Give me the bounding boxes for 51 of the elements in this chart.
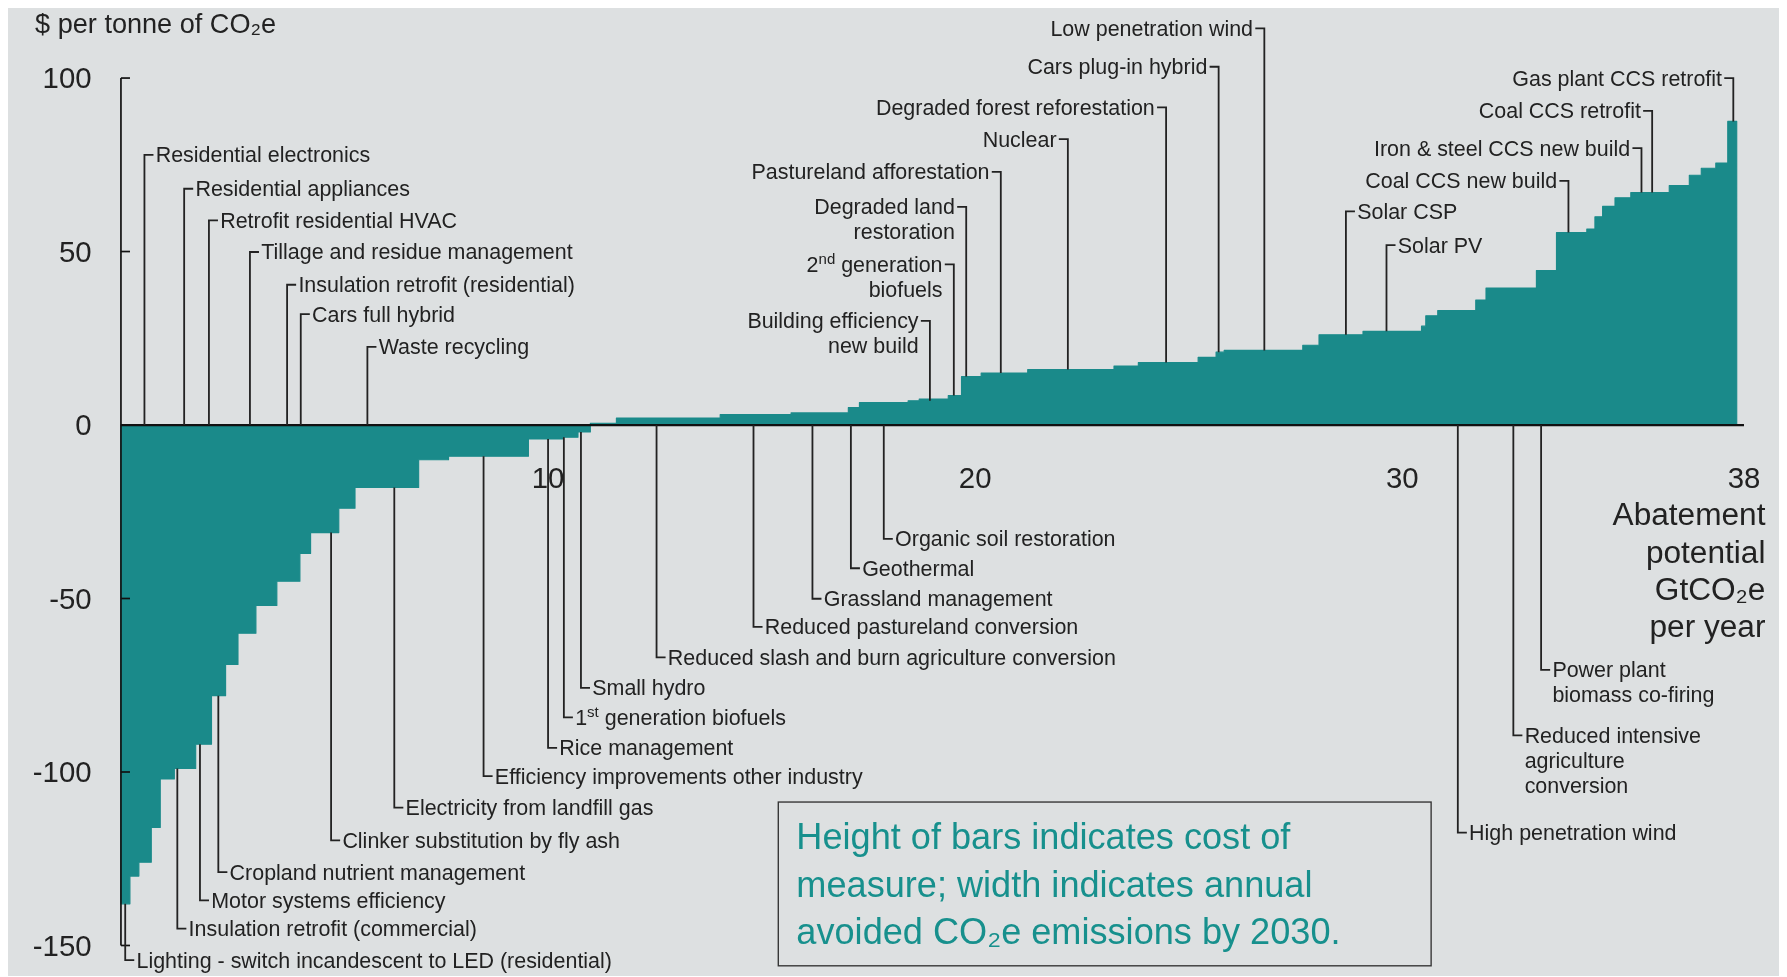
annotation: Coal CCS retrofit bbox=[1478, 99, 1641, 124]
annotation: Pastureland afforestation bbox=[751, 160, 990, 185]
x-tick-label: 38 bbox=[1727, 461, 1761, 495]
y-tick-label: -150 bbox=[32, 928, 92, 962]
annotation: Reduced intensive agriculture conversion bbox=[1524, 723, 1702, 798]
y-tick-label: 100 bbox=[42, 61, 92, 95]
y-tick-label: -100 bbox=[32, 755, 92, 789]
annotation: Residential appliances bbox=[195, 177, 410, 202]
annotation: Coal CCS new build bbox=[1365, 169, 1558, 194]
annotation: Retrofit residential HVAC bbox=[220, 208, 457, 233]
annotation: Efficiency improvements other industry bbox=[494, 764, 863, 789]
annotation: Degraded land restoration bbox=[814, 195, 955, 245]
annotation: Degraded forest reforestation bbox=[875, 95, 1155, 120]
annotation: Insulation retrofit (residential) bbox=[298, 273, 575, 298]
y-axis-title: $ per tonne of CO₂e bbox=[35, 7, 277, 39]
annotation: Solar CSP bbox=[1357, 199, 1458, 224]
x-tick-label: 20 bbox=[958, 461, 992, 495]
annotation: Grassland management bbox=[823, 587, 1053, 612]
annotation: Cars full hybrid bbox=[312, 302, 456, 327]
annotation: Reduced slash and burn agriculture conversion bbox=[667, 645, 1116, 670]
annotation: Solar PV bbox=[1397, 233, 1484, 258]
annotation: Reduced pastureland conversion bbox=[764, 615, 1079, 640]
x-axis-title: Abatement potential GtCO₂e per year bbox=[1612, 496, 1766, 645]
annotation: Lighting - switch incandescent to LED (residential) bbox=[136, 948, 612, 973]
annotation: Low penetration wind bbox=[1050, 16, 1254, 41]
annotation: Height of bars indicates cost of measure; width indicates annual avoided CO₂e emissions by 2030. bbox=[796, 816, 1341, 953]
annotation: Power plant biomass co-firing bbox=[1552, 658, 1715, 708]
annotation: Electricity from landfill gas bbox=[405, 796, 654, 821]
annotation: Cropland nutrient management bbox=[229, 860, 526, 885]
annotation: Motor systems efficiency bbox=[211, 888, 446, 913]
annotation: Organic soil restoration bbox=[895, 527, 1116, 552]
annotation: Building efficiency new build bbox=[747, 309, 919, 359]
annotation: Clinker substitution by fly ash bbox=[342, 828, 621, 853]
annotation: Insulation retrofit (commercial) bbox=[188, 917, 477, 942]
annotation: Geothermal bbox=[862, 556, 975, 581]
annotation: Iron & steel CCS new build bbox=[1374, 136, 1631, 161]
annotation: Residential electronics bbox=[155, 143, 371, 168]
annotation: High penetration wind bbox=[1469, 821, 1677, 846]
annotation: Cars plug-in hybrid bbox=[1027, 55, 1208, 80]
annotation: Gas plant CCS retrofit bbox=[1512, 66, 1723, 91]
annotation: Tillage and residue management bbox=[261, 240, 573, 265]
annotation: Waste recycling bbox=[378, 335, 530, 360]
y-tick-label: 50 bbox=[58, 234, 92, 268]
annotation: 1$^{st}$ generation biofuels bbox=[575, 702, 786, 730]
y-tick-label: -50 bbox=[49, 581, 92, 615]
annotation: 2$^{nd}$ generation biofuels bbox=[806, 249, 943, 302]
y-tick-label: 0 bbox=[75, 408, 92, 442]
annotation: Nuclear bbox=[982, 127, 1057, 152]
annotation: Small hydro bbox=[592, 676, 706, 701]
x-tick-label: 30 bbox=[1385, 461, 1419, 495]
annotation: Rice management bbox=[559, 736, 734, 761]
